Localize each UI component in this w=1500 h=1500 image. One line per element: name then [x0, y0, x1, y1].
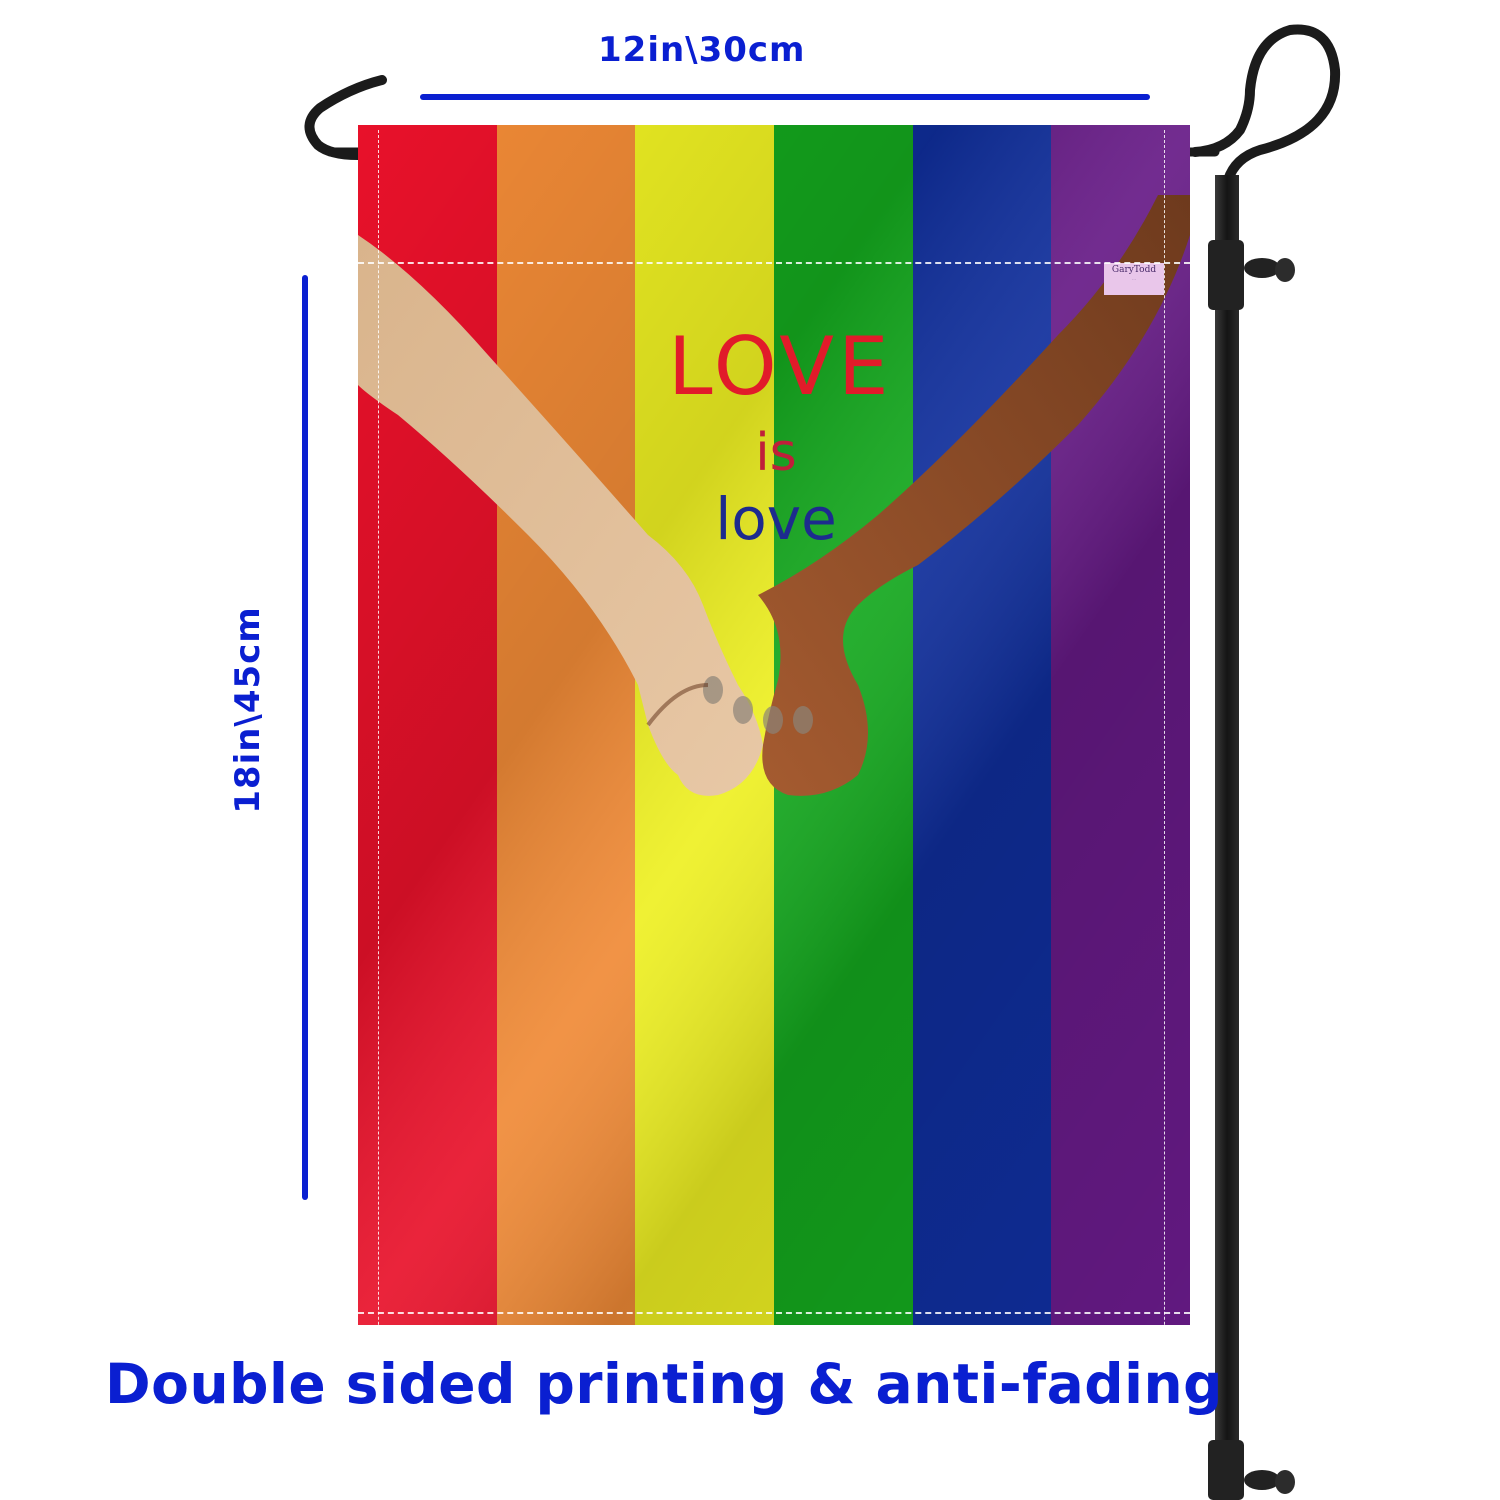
hem-stitch-right	[1164, 130, 1165, 1500]
artist-watermark: GaryTodd ...	[1104, 263, 1164, 295]
watermark-title: GaryTodd	[1111, 265, 1157, 275]
feature-caption: Double sided printing & anti-fading	[105, 1352, 1224, 1416]
hem-stitch-left	[378, 130, 379, 1500]
width-dimension-line	[420, 94, 1150, 100]
hem-stitch-bottom	[358, 1312, 1190, 1314]
flag-text-is: is	[755, 423, 797, 483]
flag-text-love: LOVE	[668, 320, 893, 413]
height-dimension-line	[302, 275, 308, 1200]
width-dimension-label: 12in\30cm	[598, 30, 806, 70]
sleeve-stitch-top	[358, 262, 1190, 264]
flag-text-love-lower: love	[715, 485, 837, 553]
watermark-fine-print: ...	[1132, 276, 1136, 281]
holding-hands-icon	[358, 195, 1190, 796]
rainbow-flag: LOVE is love GaryTodd ...	[358, 125, 1190, 1325]
